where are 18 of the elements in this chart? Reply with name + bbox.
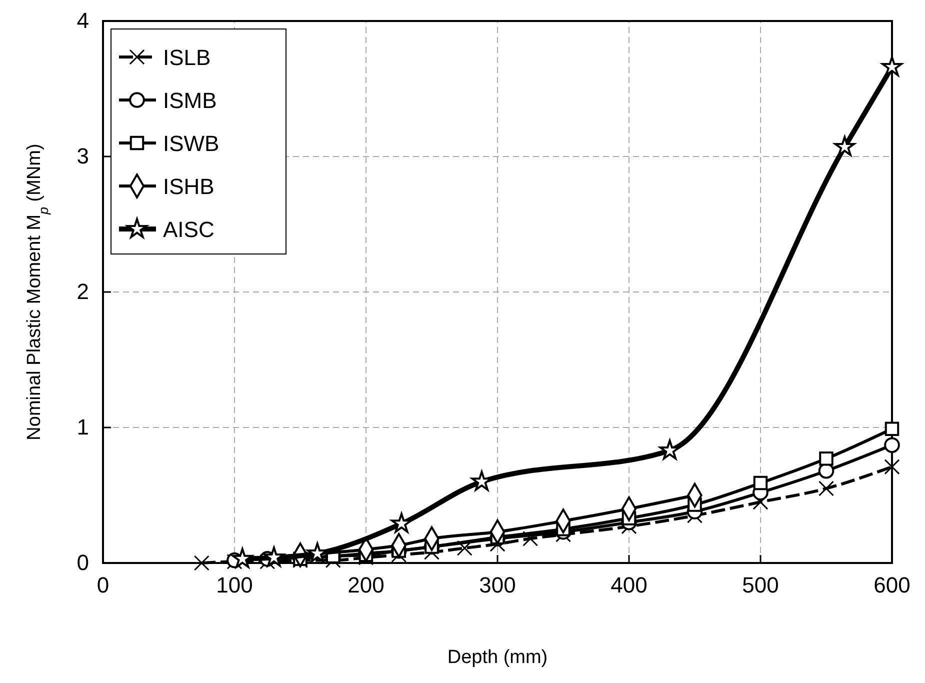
x-axis-title: Depth (mm) xyxy=(447,647,548,668)
legend-label: ISMB xyxy=(163,88,217,113)
y-tick-label: 0 xyxy=(76,550,89,576)
x-tick-label: 200 xyxy=(348,572,384,598)
y-tick-label: 1 xyxy=(76,414,89,440)
legend-label: AISC xyxy=(163,217,214,242)
legend-label: ISLB xyxy=(163,45,211,70)
legend-label: ISHB xyxy=(163,174,214,199)
y-tick-label: 2 xyxy=(76,279,89,304)
x-tick-label: 400 xyxy=(610,572,648,598)
legend-label: ISWB xyxy=(163,131,220,156)
x-tick-label: 300 xyxy=(479,572,516,598)
x-tick-label: 500 xyxy=(742,572,779,598)
y-tick-label: 4 xyxy=(76,8,89,34)
x-tick-label: 0 xyxy=(96,572,110,598)
x-tick-label: 600 xyxy=(874,572,910,598)
x-tick-label: 100 xyxy=(216,572,253,598)
y-tick-label: 3 xyxy=(76,144,89,169)
